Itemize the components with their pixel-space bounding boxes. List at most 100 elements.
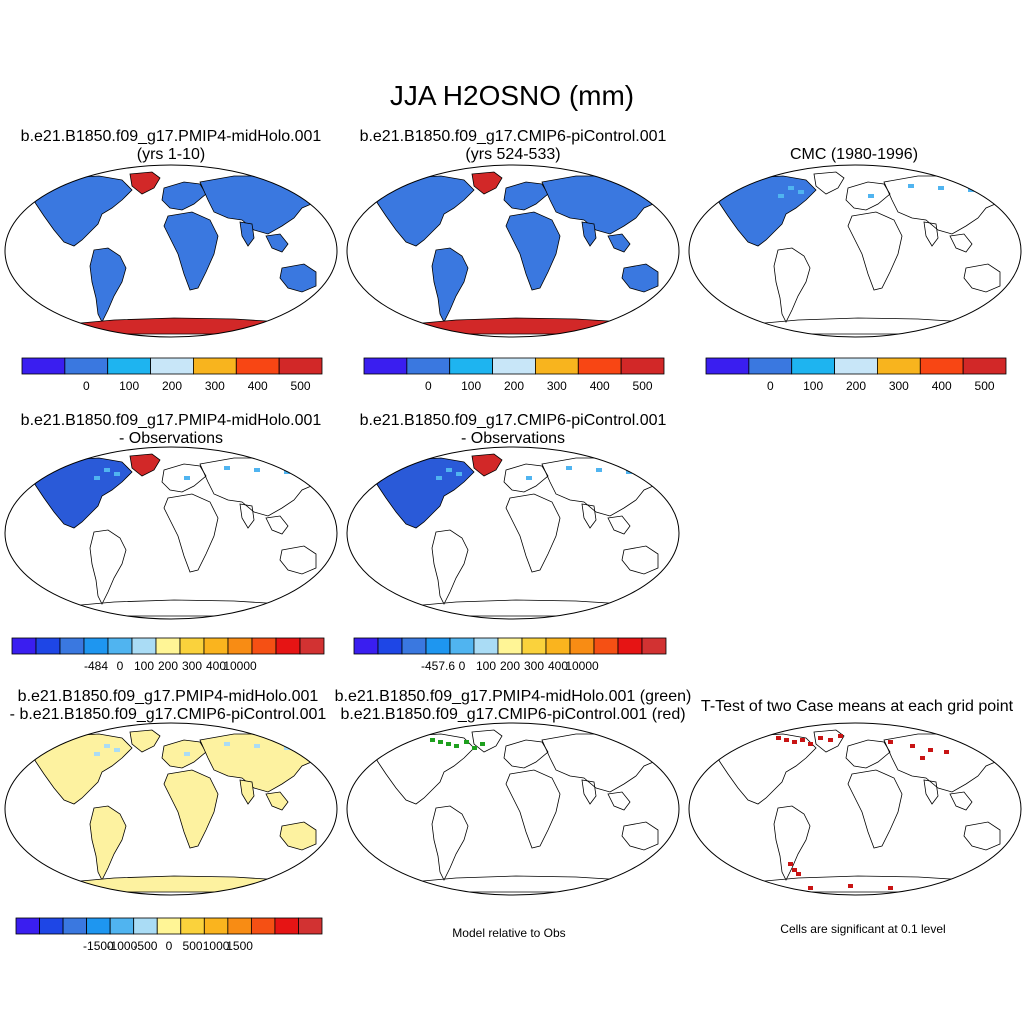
speckle — [94, 752, 100, 756]
significant-cell — [796, 872, 801, 876]
panel-title-line1: T-Test of two Case means at each grid po… — [700, 698, 1014, 715]
map-panel-5 — [346, 446, 680, 620]
continent-asia — [541, 457, 665, 517]
continent-australia — [621, 821, 659, 851]
continent-asia — [883, 175, 1007, 235]
colorbar-tick-label: 1500 — [226, 939, 253, 953]
significant-cell — [818, 736, 823, 740]
colorbar-tick-label: -1000 — [107, 939, 138, 953]
continent-antarctica — [405, 875, 625, 893]
colorbar-tick-label: -457.6 — [421, 659, 455, 673]
colorbar-swatch — [180, 917, 205, 935]
continent-northAmerica — [29, 733, 133, 805]
continent-europe — [503, 181, 549, 211]
colorbar-tick-label: 300 — [889, 379, 909, 393]
significant-cell — [728, 740, 733, 744]
colorbar-tick-label: 0 — [117, 659, 124, 673]
continent-seasia — [607, 233, 631, 253]
map-outline — [688, 164, 1022, 338]
continent-southAmerica — [431, 247, 469, 323]
significant-cell — [784, 738, 789, 742]
significant-cell — [838, 734, 843, 738]
continent-india — [581, 221, 597, 247]
note-model-relative: Model relative to Obs — [452, 926, 566, 940]
significant-cell — [792, 868, 797, 872]
colorbar-swatch — [377, 637, 403, 655]
colorbar-swatch — [617, 637, 643, 655]
speckle — [304, 474, 310, 478]
continent-northAmerica — [371, 457, 475, 529]
significant-cell — [776, 736, 781, 740]
continent-europe — [161, 181, 207, 211]
speckle — [868, 194, 874, 198]
map-panel-8 — [688, 722, 1022, 896]
colorbar-tick-label: -484 — [84, 659, 108, 673]
significant-cell — [808, 886, 813, 890]
colorbar-tick-label: 300 — [182, 659, 202, 673]
continent-india — [239, 221, 255, 247]
colorbar-tick-label: 100 — [803, 379, 823, 393]
colorbar-swatch — [577, 357, 622, 375]
colorbar-swatch — [107, 637, 133, 655]
continent-northAmerica — [371, 733, 475, 805]
colorbar-swatch — [86, 917, 111, 935]
continent-antarctica — [747, 875, 967, 893]
speckle — [778, 194, 784, 198]
colorbar-swatch — [473, 637, 499, 655]
continent-africa — [163, 769, 219, 849]
panel-title-1: b.e21.B1850.f09_g17.PMIP4-midHolo.001 (y… — [0, 128, 342, 164]
panel-title-line1: b.e21.B1850.f09_g17.PMIP4-midHolo.001 (g… — [334, 688, 692, 705]
colorbar-tick-label: 100 — [476, 659, 496, 673]
colorbar-swatch — [791, 357, 835, 375]
continent-australia — [621, 263, 659, 293]
colorbar-swatch — [425, 637, 451, 655]
continent-greenland — [471, 729, 503, 753]
continent-africa — [505, 211, 561, 291]
colorbar-swatch — [274, 917, 299, 935]
colorbar-swatch — [363, 357, 408, 375]
continent-antarctica — [405, 599, 625, 617]
continent-northAmerica — [713, 733, 817, 805]
significant-cell — [888, 740, 893, 744]
colorbar-swatch — [15, 917, 40, 935]
continent-africa — [505, 493, 561, 573]
continent-southAmerica — [89, 805, 127, 881]
continent-southAmerica — [89, 247, 127, 323]
panel-title-8: T-Test of two Case means at each grid po… — [690, 698, 1024, 716]
continent-seasia — [949, 233, 973, 253]
map-panel-2 — [346, 164, 680, 338]
continent-seasia — [265, 233, 289, 253]
colorbar-tick-label: 300 — [524, 659, 544, 673]
map-outline — [688, 722, 1022, 896]
colorbar-swatch — [353, 637, 379, 655]
continent-australia — [621, 545, 659, 575]
continent-seasia — [265, 515, 289, 535]
panel-title-line1: b.e21.B1850.f09_g17.CMIP6-piControl.001 — [359, 412, 667, 429]
panel-title-line2: - Observations — [118, 430, 224, 447]
speckle — [184, 476, 190, 480]
speckle — [938, 186, 944, 190]
panel-title-2: b.e21.B1850.f09_g17.CMIP6-piControl.001 … — [342, 128, 684, 164]
speckle — [596, 468, 602, 472]
colorbar-swatch — [401, 637, 427, 655]
continent-india — [239, 779, 255, 805]
speckle — [224, 742, 230, 746]
continent-india — [923, 221, 939, 247]
colorbar-tick-label: 500 — [291, 379, 311, 393]
main-title: JJA H2OSNO (mm) — [389, 80, 635, 111]
continent-europe — [503, 463, 549, 493]
continent-greenland — [129, 171, 161, 195]
colorbar-tick-label: 200 — [158, 659, 178, 673]
speckle — [646, 474, 652, 478]
continent-greenland — [813, 171, 845, 195]
continent-europe — [845, 181, 891, 211]
green-cell — [454, 744, 459, 748]
speckle — [788, 186, 794, 190]
map-panel-3 — [688, 164, 1022, 338]
continent-africa — [163, 211, 219, 291]
continent-northAmerica — [29, 175, 133, 247]
colorbar-tick-label: 10000 — [223, 659, 257, 673]
